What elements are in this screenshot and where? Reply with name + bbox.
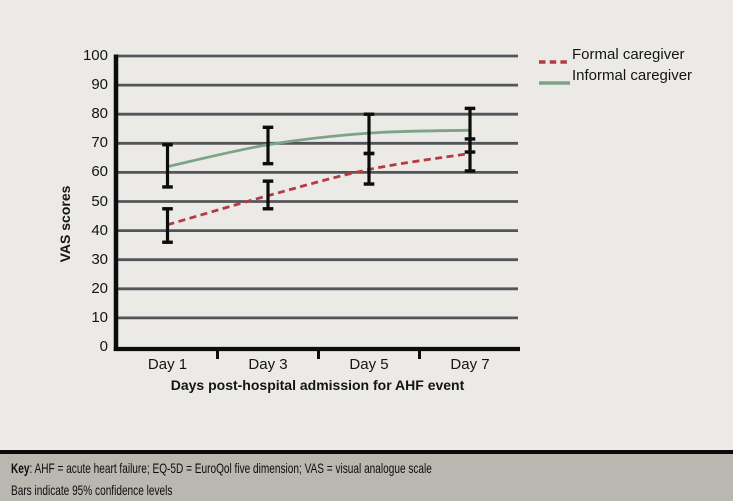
error-bar — [363, 112, 375, 156]
y-tick-label: 100 — [82, 47, 108, 64]
key-text: : AHF = acute heart failure; EQ-5D = Eur… — [29, 460, 432, 476]
y-tick-label: 30 — [91, 250, 108, 268]
error-bar — [162, 143, 173, 189]
y-tick-label: 0 — [99, 338, 108, 355]
solid-line-swatch-icon — [539, 73, 570, 85]
confidence-note: Bars indicate 95% confidence levels — [11, 482, 173, 498]
error-bar — [162, 207, 173, 244]
error-bar — [464, 106, 476, 154]
legend-item-formal-caregiver: Formal caregiver — [539, 44, 692, 65]
y-tick-label: 20 — [91, 279, 108, 297]
legend: Formal caregiver Informal caregiver — [539, 44, 692, 86]
series-line-formal-caregiver — [167, 152, 471, 227]
y-tick-label: 40 — [91, 221, 108, 239]
y-tick-label: 60 — [91, 163, 108, 181]
x-tick-label: Day 7 — [450, 356, 490, 373]
figure-key-footer: Key: AHF = acute heart failure; EQ-5D = … — [0, 450, 733, 501]
y-tick-label: 10 — [91, 308, 108, 326]
error-bar — [262, 125, 274, 166]
key-label: Key — [11, 460, 30, 476]
vas-scores-chart: 0 10 20 30 40 50 60 70 80 90 100 Day 1 Day 3 Day 5 Da… — [57, 44, 692, 393]
legend-item-informal-caregiver: Informal caregiver — [539, 65, 692, 86]
legend-label-informal: Informal caregiver — [572, 67, 693, 84]
x-tick-label: Day 5 — [349, 356, 389, 373]
plot-area — [113, 54, 520, 359]
y-tick-label: 70 — [91, 134, 108, 152]
series-line-informal-caregiver — [167, 128, 471, 168]
y-tick-label: 80 — [91, 105, 108, 123]
key-line: Key: AHF = acute heart failure; EQ-5D = … — [11, 460, 531, 477]
y-tick-label: 90 — [91, 76, 108, 94]
x-tick-label: Day 1 — [147, 356, 188, 373]
x-axis-title: Days post-hospital admission for AHF eve… — [170, 377, 465, 393]
error-bar — [262, 179, 274, 211]
y-tick-label: 50 — [91, 192, 108, 210]
x-tick-label: Day 3 — [248, 356, 288, 373]
dashed-line-swatch-icon — [539, 52, 570, 64]
y-axis-title: VAS scores — [57, 185, 73, 263]
legend-label-formal: Formal caregiver — [572, 46, 685, 63]
